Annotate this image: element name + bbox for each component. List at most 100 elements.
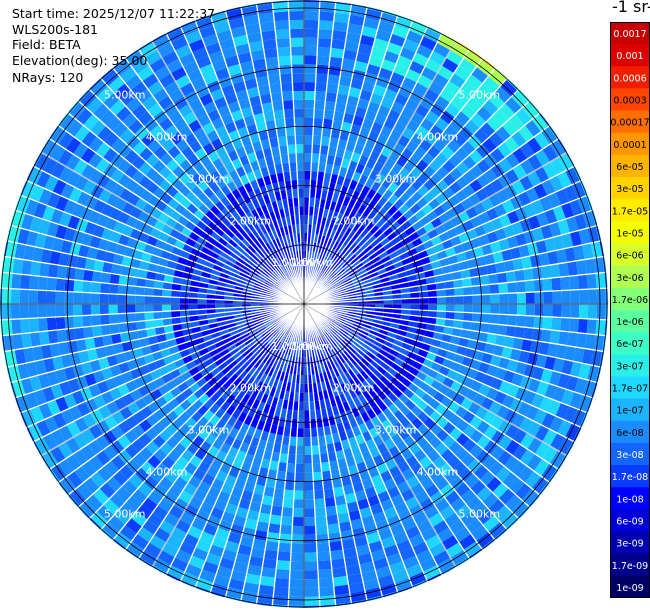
- ppi-cell: [407, 214, 419, 226]
- ppi-cell: [498, 282, 508, 294]
- colorbar-tick-label: 0.0003: [613, 96, 646, 107]
- ppi-cell: [214, 407, 226, 419]
- colorbar-tick-label: 6e-07: [616, 339, 643, 350]
- ppi-cell: [144, 311, 154, 321]
- ppi-cell: [77, 523, 97, 542]
- ppi-cell: [354, 351, 364, 361]
- ppi-cell: [226, 383, 237, 394]
- ppi-cell: [315, 73, 329, 84]
- ppi-cell: [384, 599, 403, 608]
- ppi-cell: [336, 316, 346, 323]
- ppi-cell: [393, 398, 405, 410]
- ppi-cell: [291, 525, 304, 535]
- ppi-cell: [257, 339, 267, 348]
- ppi-cell: [489, 240, 502, 254]
- ppi-cell: [348, 219, 358, 230]
- ppi-cell: [494, 504, 512, 522]
- ppi-cell: [330, 128, 341, 139]
- ppi-cell: [195, 539, 212, 553]
- ppi-cell: [393, 371, 405, 383]
- ppi-cell: [552, 235, 565, 251]
- ppi-cell: [266, 323, 276, 331]
- ppi-cell: [393, 339, 404, 348]
- ppi-cell: [484, 253, 496, 266]
- ppi-cell: [501, 346, 513, 360]
- ppi-cell: [296, 437, 304, 447]
- ppi-cell: [410, 405, 423, 418]
- ppi-cell: [380, 536, 397, 549]
- ppi-cell: [238, 357, 248, 367]
- ppi-cell: [390, 101, 405, 115]
- ppi-cell: [331, 276, 340, 284]
- ppi-cell: [235, 506, 249, 519]
- ppi-cell: [343, 337, 353, 346]
- ppi-cell: [521, 101, 539, 120]
- ppi-cell: [439, 483, 455, 498]
- ppi-cell: [240, 489, 254, 502]
- ppi-cell: [429, 490, 445, 506]
- ppi-cell: [83, 326, 94, 339]
- ppi-cell: [117, 383, 130, 397]
- ppi-cell: [511, 523, 531, 542]
- ppi-cell: [196, 361, 208, 372]
- ppi-cell: [326, 360, 333, 371]
- ppi-cell: [332, 221, 341, 231]
- ppi-cell: [241, 590, 259, 603]
- ppi-cell: [443, 124, 459, 140]
- ppi-cell: [380, 59, 397, 72]
- ppi-cell: [304, 135, 313, 145]
- ppi-cell: [304, 374, 309, 384]
- ppi-cell: [401, 309, 411, 316]
- ppi-cell: [404, 496, 420, 510]
- ppi-cell: [366, 386, 377, 398]
- ppi-cell: [163, 512, 180, 528]
- ppi-cell: [213, 574, 231, 588]
- ppi-cell: [460, 452, 476, 468]
- ppi-cell: [112, 342, 124, 355]
- ppi-cell: [329, 327, 337, 336]
- ppi-cell: [52, 355, 64, 371]
- ppi-cell: [294, 472, 304, 482]
- ppi-cell: [327, 271, 336, 279]
- ppi-cell: [234, 354, 245, 364]
- ppi-cell: [243, 317, 254, 324]
- ppi-cell: [318, 20, 334, 31]
- ppi-cell: [135, 304, 145, 313]
- ppi-cell: [490, 377, 503, 391]
- ppi-cell: [366, 210, 377, 222]
- ppi-cell: [489, 283, 500, 295]
- ppi-cell: [355, 315, 365, 321]
- ppi-cell: [527, 170, 542, 188]
- ppi-cell: [344, 319, 354, 326]
- ppi-cell: [251, 492, 264, 504]
- ppi-cell: [396, 480, 411, 494]
- ppi-cell: [517, 191, 532, 207]
- ppi-cell: [318, 335, 325, 345]
- ppi-cell: [366, 408, 377, 420]
- ppi-cell: [354, 234, 364, 245]
- ppi-cell: [370, 180, 382, 193]
- ppi-cell: [335, 242, 343, 252]
- ppi-cell: [378, 272, 389, 280]
- ppi-cell: [321, 470, 332, 481]
- ppi-cell: [198, 347, 210, 357]
- ppi-cell: [411, 237, 423, 248]
- ppi-cell: [391, 25, 410, 39]
- ppi-cell: [449, 335, 461, 346]
- ppi-cell: [246, 472, 259, 485]
- ppi-cell: [320, 323, 328, 332]
- ppi-cell: [420, 66, 438, 81]
- ppi-cell: [291, 534, 304, 544]
- ppi-cell: [586, 318, 597, 335]
- ppi-cell: [335, 356, 343, 366]
- ppi-cell: [161, 296, 171, 304]
- ppi-cell: [479, 274, 490, 286]
- ppi-cell: [323, 332, 331, 342]
- ppi-cell: [352, 278, 363, 285]
- ppi-cell: [339, 257, 348, 267]
- ppi-cell: [294, 126, 304, 136]
- ppi-cell: [444, 80, 461, 96]
- ppi-cell: [595, 319, 606, 336]
- ppi-cell: [196, 377, 208, 388]
- ppi-cell: [275, 319, 284, 327]
